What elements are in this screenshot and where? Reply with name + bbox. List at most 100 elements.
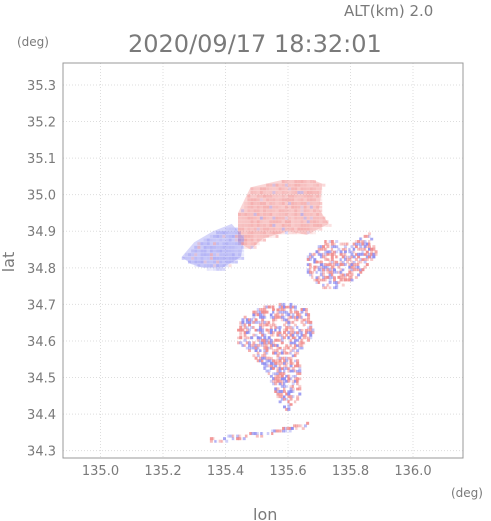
radar-cell — [234, 260, 238, 264]
x-unit-label: (deg) — [451, 486, 483, 500]
radar-cell — [265, 359, 269, 363]
radar-cell — [263, 341, 267, 345]
radar-cell — [222, 245, 226, 249]
radar-cell — [266, 209, 270, 213]
radar-cell — [296, 320, 300, 324]
radar-cell — [289, 389, 293, 393]
radar-cell — [200, 264, 204, 268]
radar-cell — [244, 245, 248, 249]
radar-cell — [324, 278, 328, 282]
radar-cell — [328, 240, 332, 244]
radar-cell — [278, 333, 282, 337]
radar-cell — [341, 257, 345, 261]
radar-cell — [302, 336, 306, 340]
data-layer — [181, 180, 378, 443]
x-tick-label: 135.2 — [144, 464, 181, 479]
radar-cell — [303, 187, 307, 191]
radar-cell — [300, 328, 304, 332]
radar-cell — [330, 257, 334, 261]
radar-cell — [214, 439, 218, 443]
radar-cell — [278, 361, 282, 365]
radar-cell — [263, 346, 267, 350]
radar-cell — [339, 245, 343, 249]
radar-cell — [266, 223, 270, 227]
radar-cell — [285, 364, 289, 368]
y-tick-label: 34.6 — [27, 335, 56, 350]
radar-cell — [269, 341, 273, 345]
radar-cell — [231, 242, 235, 246]
radar-cell — [357, 265, 361, 269]
y-unit-label: (deg) — [17, 35, 49, 49]
radar-cell — [274, 356, 278, 360]
radar-cell — [335, 270, 339, 274]
radar-cell — [315, 260, 319, 264]
radar-cell — [250, 346, 254, 350]
radar-cell — [293, 377, 297, 381]
radar-cell — [233, 434, 237, 438]
radar-cell — [267, 369, 271, 373]
radar-cell — [287, 374, 291, 378]
radar-cell — [283, 369, 286, 373]
radar-cell — [213, 238, 216, 242]
radar-cell — [361, 268, 365, 272]
radar-cell — [250, 242, 254, 246]
radar-cell — [363, 240, 367, 244]
radar-cell — [288, 223, 291, 227]
radar-cell — [269, 372, 273, 376]
radar-cell — [302, 331, 306, 335]
radar-cell — [213, 249, 216, 253]
radar-cell — [238, 231, 241, 235]
radar-cell — [250, 325, 254, 329]
radar-cell — [280, 392, 284, 396]
radar-cell — [343, 275, 347, 279]
radar-cell — [225, 245, 229, 249]
radar-cell — [267, 336, 271, 340]
radar-cell — [328, 268, 332, 272]
radar-cell — [265, 323, 269, 327]
radar-cell — [370, 250, 374, 254]
radar-cell — [374, 250, 378, 254]
radar-cell — [343, 273, 347, 277]
radar-cell — [300, 325, 304, 329]
radar-cell — [261, 310, 265, 314]
radar-cell — [341, 275, 345, 279]
radar-cell — [216, 267, 220, 271]
radar-cell — [354, 263, 358, 267]
radar-cell — [337, 263, 341, 267]
radar-cell — [306, 263, 310, 267]
radar-cell — [278, 315, 282, 319]
radar-cell — [348, 247, 352, 251]
radar-cell — [339, 260, 343, 264]
radar-cell — [311, 268, 315, 272]
radar-cell — [254, 349, 258, 353]
radar-cell — [265, 349, 269, 353]
radar-cell — [284, 183, 288, 187]
radar-cell — [276, 372, 280, 376]
radar-cell — [357, 270, 361, 274]
radar-cell — [289, 384, 293, 388]
radar-cell — [293, 374, 297, 378]
radar-cell — [298, 379, 302, 383]
radar-cell — [265, 328, 269, 332]
radar-cell — [269, 198, 273, 202]
radar-cell — [266, 220, 270, 224]
radar-cell — [216, 242, 220, 246]
radar-cell — [298, 372, 302, 376]
radar-cell — [287, 400, 291, 404]
radar-cell — [306, 257, 310, 261]
radar-cell — [265, 351, 269, 355]
radar-cell — [304, 331, 308, 335]
radar-cell — [354, 252, 358, 256]
radar-cell — [283, 372, 286, 376]
radar-cell — [316, 223, 320, 227]
radar-cell — [244, 238, 248, 242]
radar-cell — [319, 278, 323, 282]
radar-cell — [306, 187, 310, 191]
radar-cell — [256, 343, 260, 347]
radar-cell — [258, 320, 262, 324]
radar-cell — [260, 432, 264, 436]
radar-cell — [222, 234, 226, 238]
radar-cell — [326, 250, 330, 254]
radar-cell — [352, 250, 356, 254]
radar-cell — [365, 237, 369, 241]
